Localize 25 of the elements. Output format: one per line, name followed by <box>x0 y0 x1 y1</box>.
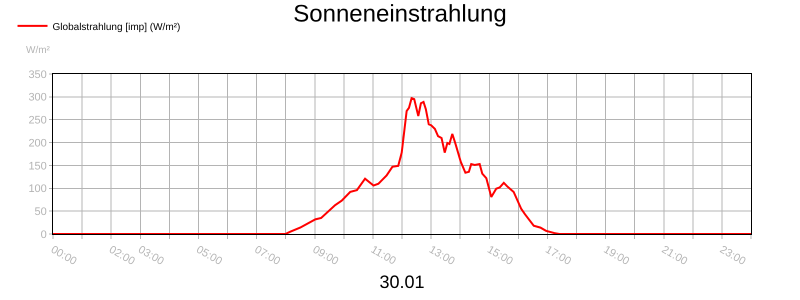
x-tick-label: 09:00 <box>310 244 340 268</box>
y-tick-label: 100 <box>28 183 47 196</box>
x-tick-label: 03:00 <box>136 244 166 268</box>
y-tick-label: 350 <box>28 68 47 81</box>
y-tick-label: 150 <box>28 160 47 172</box>
y-axis-title: W/m² <box>26 45 51 56</box>
y-tick-label: 0 <box>40 228 47 241</box>
chart-title: Sonneneinstrahlung <box>293 0 507 28</box>
x-tick-label: 11:00 <box>368 244 398 268</box>
x-axis-title: 30.01 <box>379 272 425 292</box>
x-tick-label: 07:00 <box>252 244 282 268</box>
x-tick-label: 23:00 <box>718 244 748 268</box>
x-tick-label: 19:00 <box>601 244 632 268</box>
y-tick-label: 200 <box>28 137 47 150</box>
y-tick-label: 250 <box>28 114 47 127</box>
y-tick-label: 50 <box>34 206 47 218</box>
legend-label: Globalstrahlung [imp] (W/m²) <box>52 22 180 33</box>
x-tick-label: 05:00 <box>194 244 224 268</box>
x-tick-label: 17:00 <box>543 244 574 268</box>
y-tick-label: 300 <box>28 92 47 104</box>
x-tick-label: 15:00 <box>485 244 515 268</box>
x-tick-label: 00:00 <box>48 244 79 268</box>
x-tick-label: 21:00 <box>660 244 690 268</box>
x-tick-label: 02:00 <box>106 244 137 268</box>
x-tick-label: 13:00 <box>426 244 457 268</box>
